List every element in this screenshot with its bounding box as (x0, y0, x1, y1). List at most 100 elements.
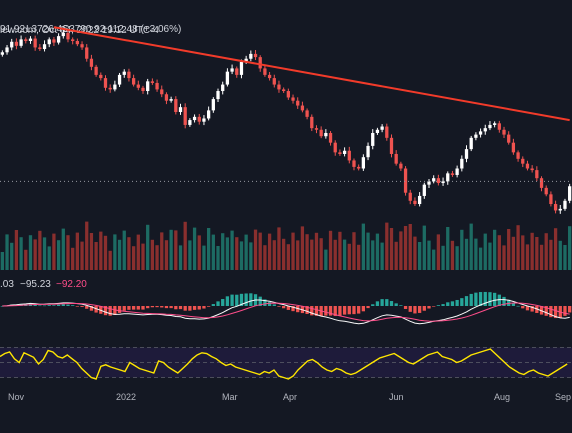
volume-bar (192, 227, 197, 270)
candle-body (338, 152, 342, 154)
volume-bar (563, 245, 567, 270)
macd-histogram-bar (174, 306, 178, 310)
volume-bar (338, 231, 342, 270)
volume-bar (85, 221, 89, 270)
volume-bar (272, 240, 276, 270)
candle-body (502, 129, 506, 135)
macd-histogram-bar (333, 306, 337, 317)
volume-bar (56, 240, 61, 270)
candle-body (333, 142, 337, 153)
volume-bar (244, 234, 248, 270)
candle-body (174, 99, 178, 113)
volume-bar (131, 246, 136, 270)
macd-histogram-bar (291, 306, 295, 312)
candle-body (366, 145, 370, 158)
volume-bar (413, 236, 417, 270)
macd-histogram-bar (230, 294, 234, 306)
volume-bar (568, 226, 572, 270)
candle-body (108, 87, 112, 90)
candle-body (164, 94, 169, 101)
macd-histogram-bar (216, 301, 220, 306)
candle-body (549, 194, 553, 205)
candle-body (0, 52, 4, 55)
candle-body (361, 157, 366, 169)
candle-body (328, 132, 333, 143)
macd-histogram-bar (122, 306, 126, 311)
candle-body (441, 181, 445, 184)
volume-bar (174, 230, 178, 270)
volume-bar (47, 246, 51, 270)
volume-bar (225, 237, 230, 270)
macd-histogram-bar (432, 306, 436, 307)
macd-histogram-bar (469, 293, 473, 306)
candle-body (56, 36, 61, 43)
volume-bar (483, 233, 487, 270)
macd-histogram-bar (146, 306, 150, 309)
candle-body (42, 44, 47, 50)
macd-histogram-bar (47, 305, 51, 306)
macd-histogram-bar (282, 306, 286, 309)
candle-body (446, 173, 450, 182)
macd-histogram-bar (197, 306, 201, 310)
macd-histogram-bar (249, 293, 253, 306)
candle-body (89, 58, 94, 67)
volume-bar (122, 230, 126, 270)
volume-bar (52, 233, 56, 270)
volume-bar (525, 244, 530, 270)
macd-histogram-bar (85, 306, 89, 309)
candle-body (375, 129, 380, 133)
volume-bar (375, 233, 380, 270)
macd-histogram-bar (497, 294, 501, 306)
macd-histogram-bar (75, 306, 80, 307)
x-tick-aug: Aug (494, 392, 510, 402)
volume-bar (310, 239, 314, 270)
volume-bar (263, 245, 267, 270)
macd-histogram-bar (178, 306, 183, 310)
volume-bar (403, 226, 408, 270)
candle-body (525, 163, 530, 169)
candle-body (71, 39, 75, 41)
volume-bar (33, 239, 37, 270)
candle-body (432, 178, 436, 182)
volume-bar (235, 237, 239, 270)
candle-body (516, 152, 520, 159)
macd-histogram-bar (33, 304, 37, 306)
volume-bar (314, 232, 319, 270)
candle-body (253, 53, 258, 58)
macd-histogram-bar (521, 306, 525, 309)
ohlc-low: L3726.46 (26, 24, 68, 35)
x-tick-apr: Apr (283, 392, 297, 402)
candle-body (117, 74, 122, 85)
volume-bar (417, 242, 422, 270)
macd-histogram-bar (488, 292, 492, 306)
volume-bar (464, 238, 469, 270)
candle-body (558, 208, 562, 211)
candle-body (342, 150, 347, 154)
volume-bar (455, 246, 459, 270)
volume-bar (28, 235, 33, 270)
candle-body (403, 168, 408, 193)
candle-body (474, 134, 478, 138)
candle-body (14, 41, 19, 46)
macd-histogram-bar (399, 305, 403, 306)
volume-bar (99, 231, 103, 270)
volume-bar (103, 235, 108, 270)
macd-histogram-bar (342, 306, 347, 315)
volume-bar (544, 233, 548, 270)
volume-bar (446, 227, 450, 270)
macd-histogram-bar (117, 306, 122, 313)
macd-histogram-bar (530, 306, 534, 312)
macd-histogram-bar (52, 305, 56, 306)
macd-histogram-bar (150, 306, 155, 308)
candle-body (19, 39, 23, 46)
macd-histogram-bar (108, 306, 112, 316)
candle-body (427, 181, 431, 185)
candle-body (553, 204, 558, 211)
volume-bar (155, 245, 159, 270)
volume-bar (239, 241, 244, 270)
candle-body (178, 107, 183, 113)
volume-bar (361, 223, 366, 270)
macd-histogram-bar (352, 306, 356, 315)
candle-body (52, 39, 56, 43)
